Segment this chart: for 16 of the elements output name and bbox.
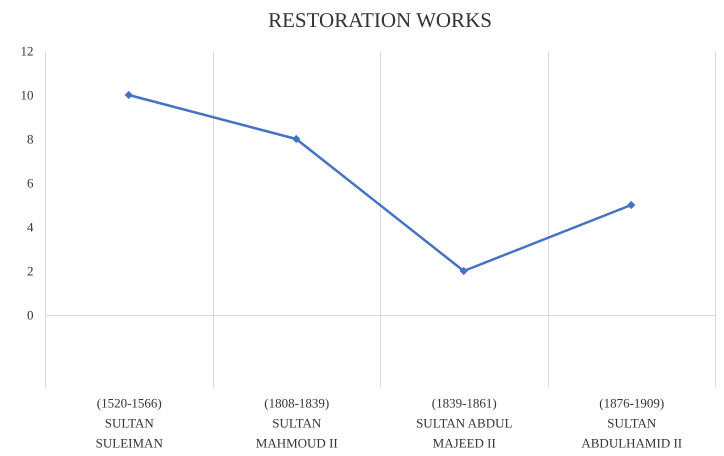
y-tick-label: 4 xyxy=(27,220,34,234)
x-tick-label: (1520-1566) SULTAN SULEIMAN xyxy=(96,396,164,450)
x-tick-label: (1808-1839) SULTAN MAHMOUD II xyxy=(256,396,338,450)
y-tick-label: 0 xyxy=(27,308,34,322)
y-tick-label: 8 xyxy=(27,132,34,146)
point xyxy=(292,134,300,144)
y-tick-label: 10 xyxy=(20,88,34,102)
point xyxy=(627,200,636,210)
chart-title: RESTORATION WORKS xyxy=(268,8,492,32)
x-tick-label: (1839-1861) SULTAN ABDUL MAJEED II xyxy=(416,396,512,450)
y-tick-label: 12 xyxy=(20,44,34,58)
y-tick-label: 6 xyxy=(27,176,34,190)
x-tick-label: (1876-1909) SULTAN ABDULHAMID II xyxy=(581,396,682,450)
y-tick-label: 2 xyxy=(27,264,34,278)
point xyxy=(124,90,133,100)
point xyxy=(460,266,468,276)
